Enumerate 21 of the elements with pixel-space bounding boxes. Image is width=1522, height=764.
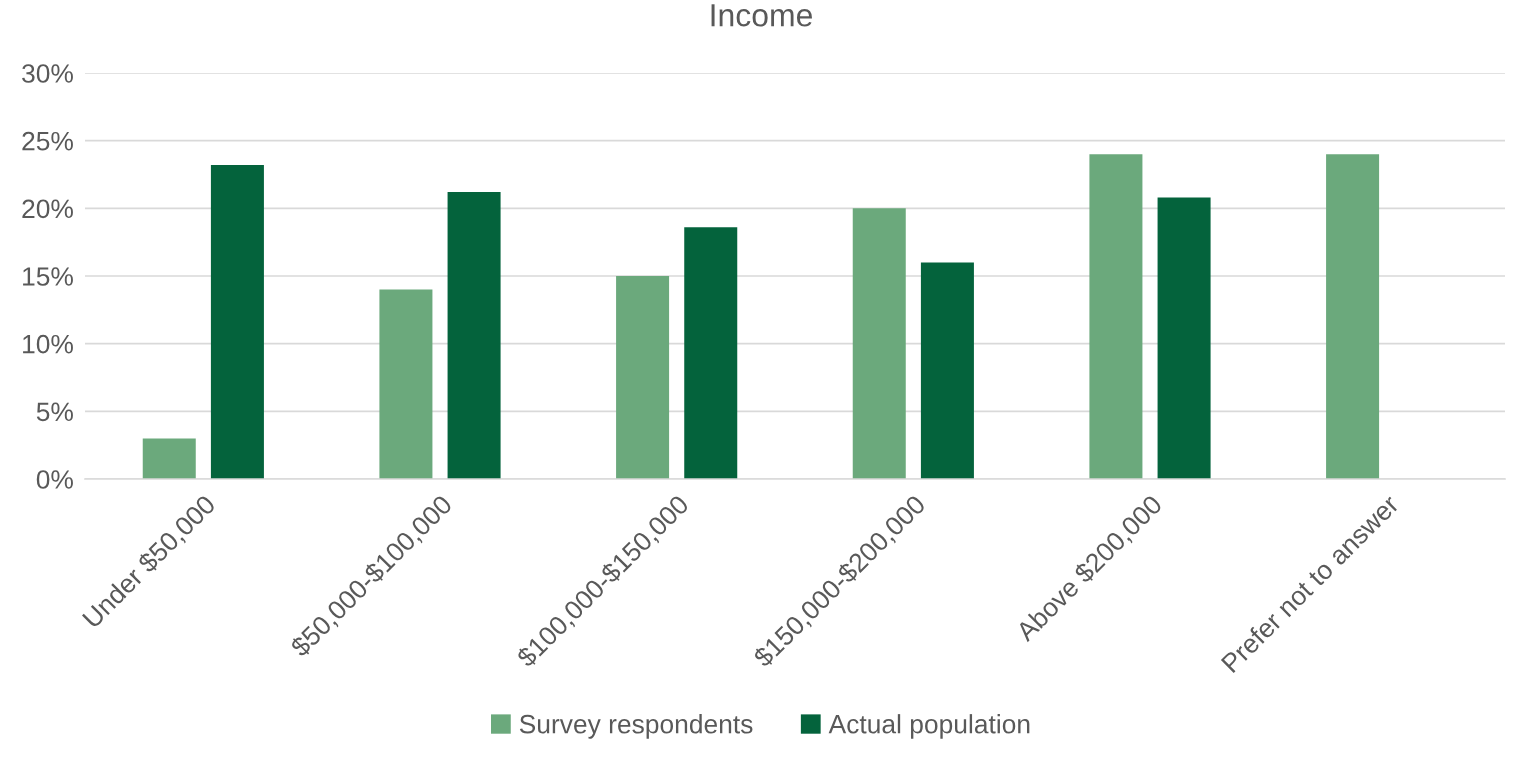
bar [684,227,738,479]
y-tick-label: 20% [22,199,73,219]
legend-label: Actual population [828,714,1030,739]
y-tick-label: 0% [36,470,73,489]
chart-title: Income [711,4,812,27]
bar [142,438,196,479]
bar [1326,154,1380,479]
y-tick-label: 15% [23,267,73,286]
y-tick-label: 5% [36,402,73,422]
bar [1157,197,1211,479]
legend-label: Survey respondents [519,714,753,739]
bar [379,289,433,479]
y-tick-label: 30% [22,64,73,83]
y-tick-label: 10% [23,334,73,354]
bar [920,262,974,479]
bar [1089,154,1143,479]
bar [852,208,906,479]
bar [616,276,670,479]
bar [447,192,501,479]
y-tick-label: 25% [22,131,73,151]
bar [210,165,264,479]
